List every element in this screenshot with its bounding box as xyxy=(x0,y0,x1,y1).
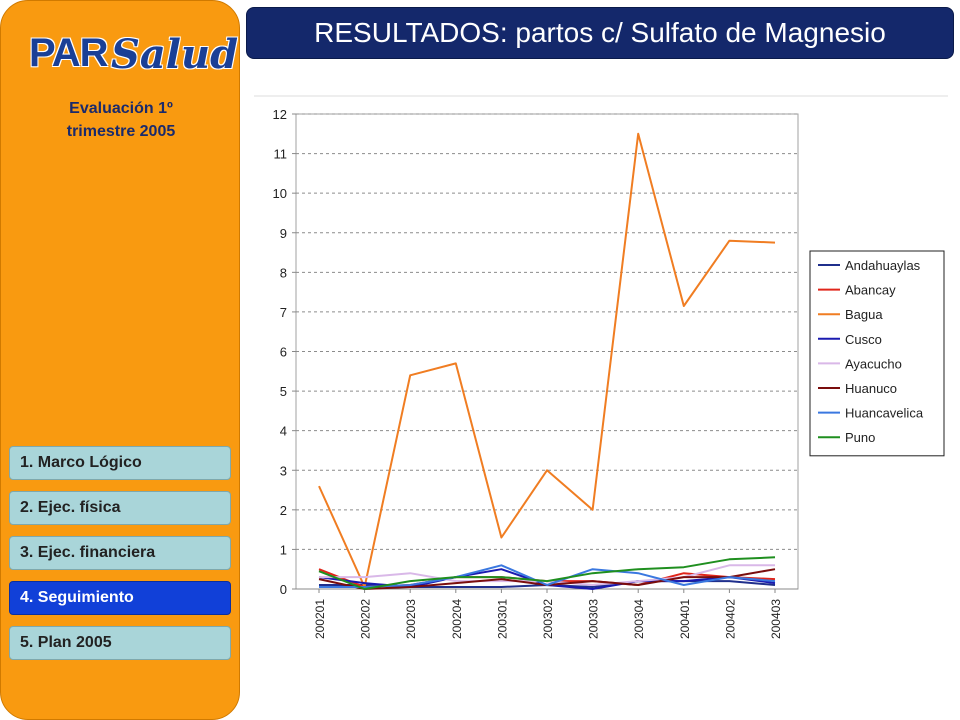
y-tick-label: 4 xyxy=(280,424,287,439)
legend-label-andahuaylas: Andahuaylas xyxy=(845,258,921,273)
nav-seguimiento[interactable]: 4. Seguimiento xyxy=(9,581,231,615)
chart-top-border xyxy=(254,95,948,97)
subtitle-line-2: trimestre 2005 xyxy=(66,123,176,140)
x-tick-label: 200304 xyxy=(632,599,646,639)
y-tick-label: 12 xyxy=(273,107,287,122)
y-tick-label: 9 xyxy=(280,226,287,241)
legend-label-ayacucho: Ayacucho xyxy=(845,356,902,371)
x-tick-label: 200202 xyxy=(359,599,373,639)
nav-marco-logico[interactable]: 1. Marco Lógico xyxy=(9,446,231,480)
nav-plan-2005[interactable]: 5. Plan 2005 xyxy=(9,626,231,660)
legend-label-puno: Puno xyxy=(845,430,875,445)
legend-label-abancay: Abancay xyxy=(845,283,896,298)
plot-area xyxy=(295,113,799,590)
x-tick-label: 200403 xyxy=(769,599,783,639)
y-tick-label: 6 xyxy=(280,345,287,360)
legend: Andahuaylas Abancay Bagua Cusco Ayacucho Huan… xyxy=(809,250,945,457)
x-tick-label: 200301 xyxy=(495,599,509,639)
legend-label-huanuco: Huanuco xyxy=(845,381,897,396)
legend-label-cusco: Cusco xyxy=(845,332,882,347)
y-tick-label: 8 xyxy=(280,265,287,280)
y-tick-label: 7 xyxy=(280,305,287,320)
series-line-bagua xyxy=(318,132,776,588)
y-tick-label: 0 xyxy=(280,582,287,597)
parsalud-logo: PAR Salud xyxy=(29,25,238,87)
y-tick-label: 10 xyxy=(273,186,287,201)
x-tick-label: 200303 xyxy=(587,599,601,639)
y-tick-label: 5 xyxy=(280,384,287,399)
series-line-huancavelica xyxy=(319,564,776,588)
logo-salud-text: Salud xyxy=(111,31,239,78)
legend-label-huancavelica: Huancavelica xyxy=(845,406,924,421)
page-title: RESULTADOS: partos c/ Sulfato de Magnesi… xyxy=(314,17,886,48)
x-tick-label: 200302 xyxy=(541,599,555,639)
x-tick-label: 200203 xyxy=(404,599,418,639)
series-line-puno xyxy=(318,556,776,590)
y-tick-label: 3 xyxy=(280,463,287,478)
x-tick-label: 200204 xyxy=(450,599,464,639)
legend-box xyxy=(809,250,945,457)
y-tick-label: 2 xyxy=(280,503,287,518)
nav-ejec-fisica[interactable]: 2. Ejec. física xyxy=(9,491,231,525)
legend-label-bagua: Bagua xyxy=(845,307,883,322)
nav-ejec-financiera[interactable]: 3. Ejec. financiera xyxy=(9,536,231,570)
x-tick-label: 200401 xyxy=(678,599,692,639)
evaluation-subtitle: Evaluación 1º trimestre 2005 xyxy=(1,97,241,143)
y-tick-label: 11 xyxy=(274,147,288,162)
y-tick-label: 1 xyxy=(280,542,287,557)
title-bar: RESULTADOS: partos c/ Sulfato de Magnesi… xyxy=(246,7,954,59)
logo-par-text: PAR xyxy=(29,31,108,75)
x-tick-label: 200201 xyxy=(313,599,327,639)
subtitle-line-1: Evaluación 1º xyxy=(69,100,173,117)
x-tick-label: 200402 xyxy=(723,599,737,639)
